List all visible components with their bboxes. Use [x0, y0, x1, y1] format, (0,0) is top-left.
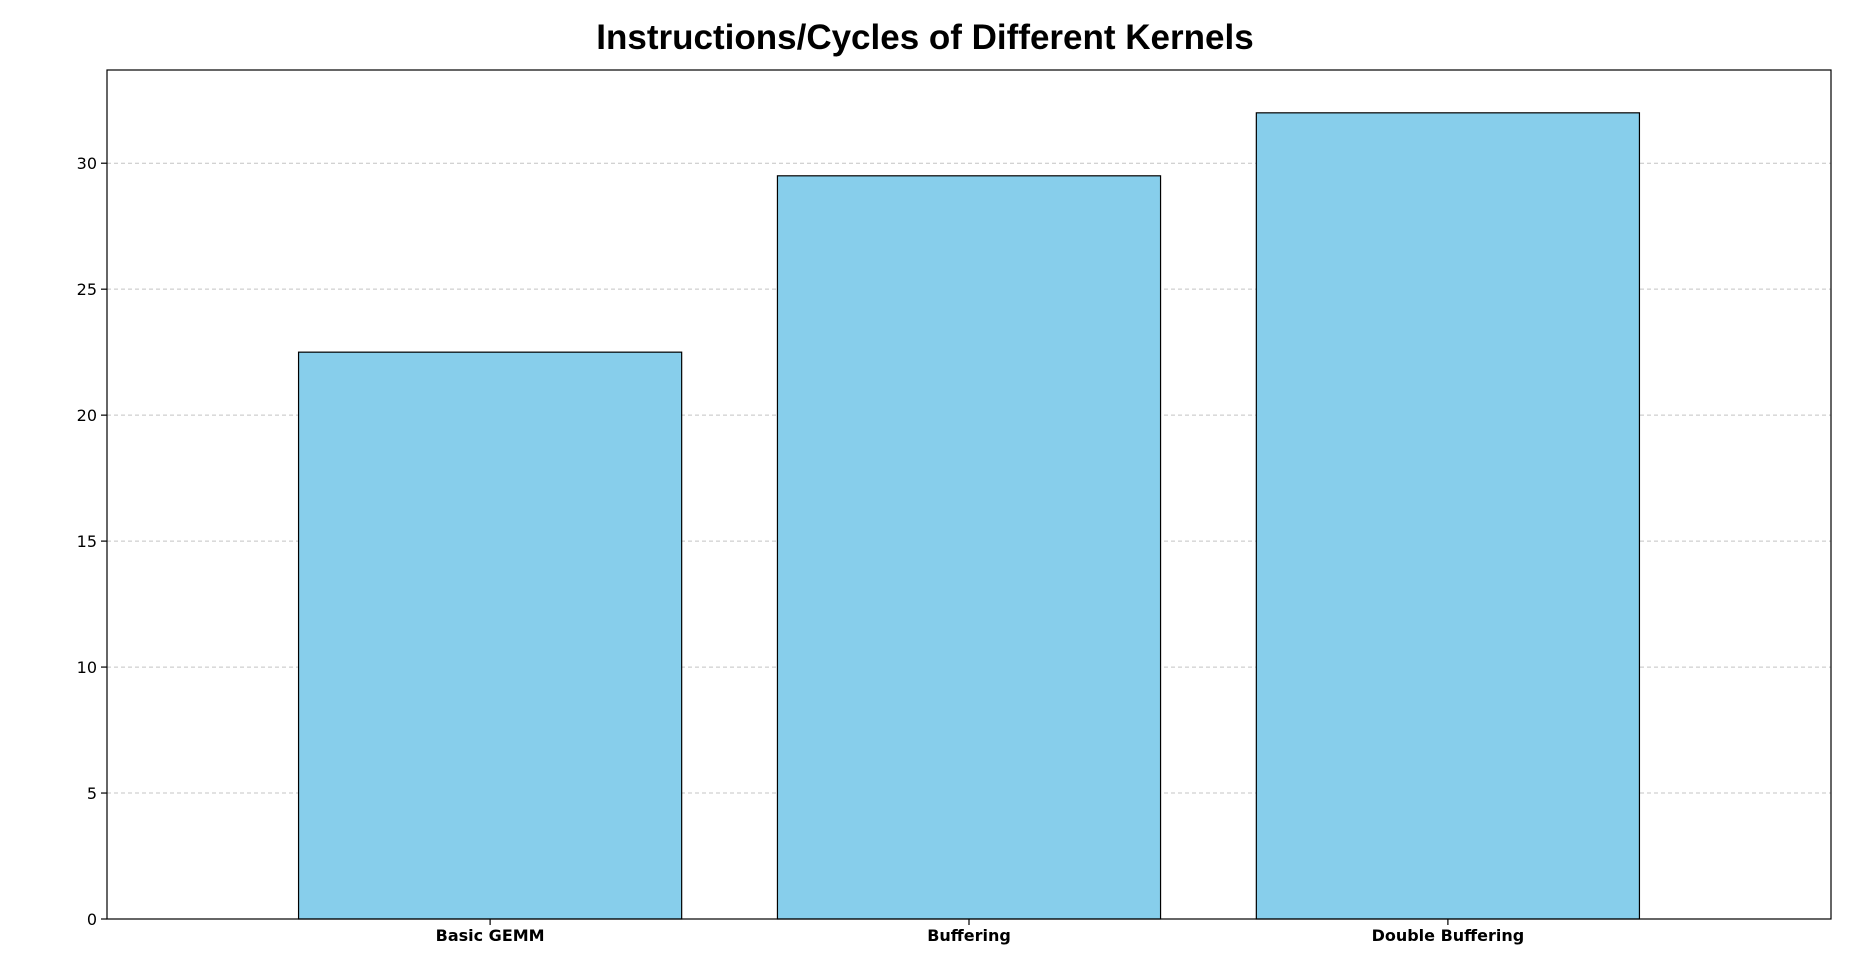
y-tick-label: 25	[77, 280, 97, 299]
y-tick-label: 10	[77, 658, 97, 677]
bar-buffering	[776, 175, 1162, 920]
bars-layer	[297, 112, 1641, 920]
x-axis: Basic GEMM Buffering Double Buffering	[436, 919, 1525, 945]
y-tick-label: 30	[77, 154, 97, 173]
x-tick-label: Double Buffering	[1372, 926, 1525, 945]
x-tick-label: Basic GEMM	[436, 926, 545, 945]
y-tick-label: 5	[87, 784, 97, 803]
y-tick-label: 0	[87, 910, 97, 929]
y-tick-label: 20	[77, 406, 97, 425]
y-tick-label: 15	[77, 532, 97, 551]
x-tick-label: Buffering	[927, 926, 1011, 945]
bar-double-buffering	[1255, 112, 1641, 920]
y-axis: 0 5 10 15 20 25 30	[77, 154, 107, 929]
chart-title: Instructions/Cycles of Different Kernels	[596, 18, 1254, 57]
bar-basic-gemm	[297, 351, 683, 920]
